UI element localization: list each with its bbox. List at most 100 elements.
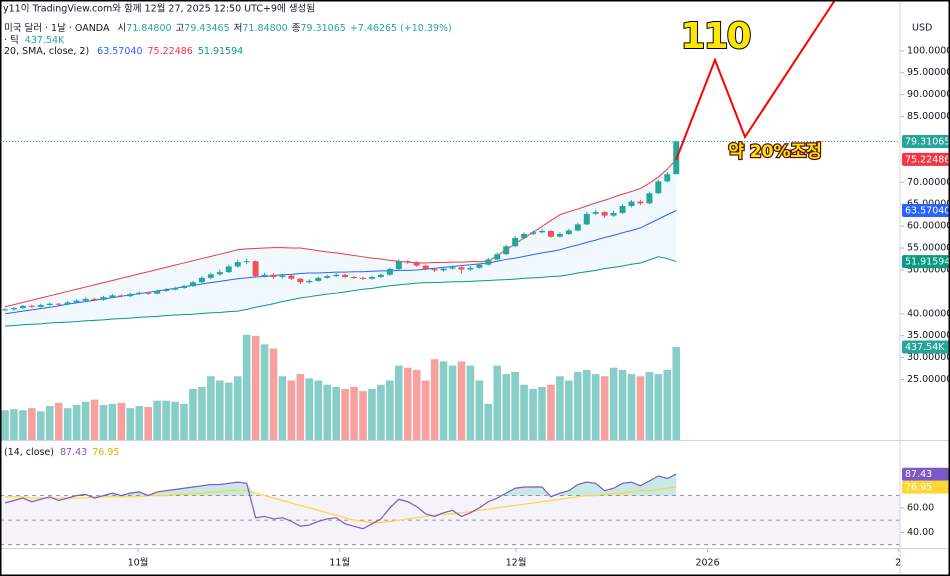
- candle-body: [583, 213, 590, 225]
- candle-body: [243, 261, 250, 263]
- candle-body: [431, 269, 438, 271]
- credit: y11이 TradingView.com와 함께 12월 27, 2025 12…: [3, 3, 315, 15]
- candle-body: [100, 297, 107, 300]
- x-tick-label: 2: [895, 558, 901, 569]
- volume-bar: [654, 374, 663, 440]
- candle-body: [637, 201, 644, 204]
- candle-body: [610, 212, 617, 216]
- candle-body: [216, 272, 223, 275]
- price-badge-label: 63.57040: [905, 205, 950, 216]
- legend-value: 437.54K: [25, 35, 65, 46]
- price-badge: [902, 467, 949, 481]
- candle-body: [118, 295, 125, 297]
- volume-bar: [457, 361, 466, 440]
- volume-bar: [547, 384, 555, 440]
- candle-body: [127, 294, 134, 297]
- legend-value: 51.91594: [198, 46, 243, 57]
- legend-value: 87.43: [60, 447, 87, 458]
- volume-bar: [251, 335, 260, 440]
- y-tick-label: 25.00000: [907, 374, 950, 385]
- candle-body: [189, 282, 196, 287]
- volume-bar: [99, 404, 108, 440]
- legend-line: (14, close) 87.43 76.95: [4, 447, 119, 458]
- x-tick-label: 2026: [695, 558, 719, 569]
- candle-body: [207, 274, 214, 278]
- candle-body: [2, 309, 9, 311]
- candle-body: [395, 261, 402, 270]
- candle-body: [467, 267, 474, 270]
- volume-bar: [63, 408, 72, 440]
- volume-bar: [332, 386, 340, 440]
- legend-value: 75.22486: [148, 46, 193, 57]
- band-line: [4, 210, 677, 315]
- candle-body: [601, 212, 608, 216]
- candle-body: [198, 277, 205, 283]
- volume-bar: [672, 346, 681, 440]
- rsi-ma-line: [5, 486, 677, 524]
- currency: USD: [912, 23, 932, 34]
- volume-bar: [90, 399, 99, 440]
- legend-line: 미국 달러 · 1날 · OANDA 시71.84800 고79.43465 저71.…: [4, 22, 452, 34]
- legend-label: 저: [234, 23, 243, 34]
- volume-bar: [618, 369, 627, 440]
- volume-bar: [224, 382, 233, 440]
- volume-bar: [582, 369, 591, 440]
- legend-value: 71.84800: [242, 23, 287, 34]
- volume-bar: [37, 411, 45, 440]
- volume-bar: [126, 408, 135, 440]
- candle-body: [19, 305, 26, 309]
- volume-bar: [72, 404, 81, 440]
- band-line: [4, 256, 677, 327]
- volume-bar: [81, 401, 90, 440]
- x-tick-label: 12월: [506, 557, 527, 569]
- candle-body: [368, 276, 375, 279]
- price-badge: [902, 203, 949, 217]
- rsi-line: [4, 473, 677, 530]
- candle-body: [252, 261, 259, 277]
- candle-body: [458, 267, 465, 270]
- legend-value: 79.31065: [300, 23, 345, 34]
- volume-bar: [591, 374, 600, 440]
- candle-body: [136, 292, 143, 295]
- plot: [2, 140, 680, 530]
- candle-body: [404, 261, 411, 263]
- candle-body: [82, 298, 89, 301]
- volume-bar: [278, 376, 287, 440]
- legend-value: 79.43465: [184, 23, 229, 34]
- volume-bar: [10, 409, 18, 440]
- volume-bar: [162, 400, 170, 440]
- annotation: 110: [680, 16, 750, 57]
- candle-body: [109, 295, 116, 298]
- candle-body: [619, 205, 626, 213]
- volume-bar: [636, 376, 645, 440]
- volume-bar: [511, 371, 519, 440]
- candle-body: [440, 268, 447, 271]
- candle-body: [521, 234, 528, 238]
- candle-body: [261, 274, 268, 277]
- price-badge-label: 75.22486: [905, 154, 950, 165]
- candle-body: [655, 181, 662, 194]
- x-tick-label: 10월: [128, 557, 149, 569]
- candle-body: [270, 274, 277, 277]
- y-tick-label: 90.00000: [907, 89, 950, 100]
- y-tick-label: 40.00000: [907, 308, 950, 319]
- volume-bar: [663, 369, 672, 440]
- volume-bar: [28, 408, 36, 440]
- candle-body: [547, 230, 554, 237]
- volume-bar: [520, 384, 528, 440]
- volume-bar: [171, 401, 179, 440]
- y-tick-label: 85.00000: [907, 111, 950, 122]
- volume-bar: [233, 376, 242, 440]
- candle-body: [449, 267, 456, 269]
- candle-body: [37, 305, 44, 307]
- y-tick-label: 35.00000: [907, 330, 950, 341]
- volume-bar: [135, 405, 144, 440]
- candle-body: [342, 274, 349, 277]
- volume-bar: [448, 365, 457, 440]
- volume-bar: [153, 400, 161, 440]
- candle-body: [73, 300, 80, 303]
- y-tick-label: 40.00: [907, 527, 934, 538]
- candle-body: [306, 280, 313, 283]
